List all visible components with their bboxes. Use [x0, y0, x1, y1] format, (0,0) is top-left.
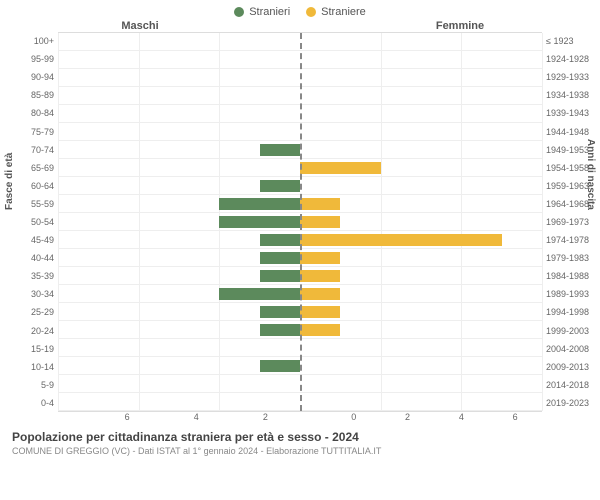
age-label: 50-54: [8, 213, 54, 231]
x-tick: 6: [93, 412, 162, 422]
age-label: 10-14: [8, 358, 54, 376]
x-axis-left: 246: [58, 412, 300, 422]
bar-female: [300, 162, 381, 175]
bar-female: [300, 198, 340, 211]
age-label: 85-89: [8, 86, 54, 104]
chart-title: Popolazione per cittadinanza straniera p…: [12, 430, 588, 444]
age-label: 35-39: [8, 267, 54, 285]
legend-label-female: Straniere: [321, 6, 366, 18]
legend-item-female: Straniere: [306, 6, 366, 18]
birth-label: 2004-2008: [546, 340, 592, 358]
bar-male: [260, 360, 300, 373]
bar-female: [300, 306, 340, 319]
y-labels-age: 100+95-9990-9485-8980-8475-7970-7465-696…: [8, 32, 58, 412]
bar-male: [260, 270, 300, 283]
bar-female: [300, 234, 502, 247]
age-label: 5-9: [8, 376, 54, 394]
y-axis-title-right: Anni di nascita: [585, 139, 596, 210]
x-tick: 2: [231, 412, 300, 422]
birth-label: 1929-1933: [546, 68, 592, 86]
age-label: 75-79: [8, 122, 54, 140]
x-tick: 0: [327, 412, 381, 422]
age-label: 40-44: [8, 249, 54, 267]
birth-label: 2009-2013: [546, 358, 592, 376]
birth-label: 1979-1983: [546, 249, 592, 267]
bar-female: [300, 288, 340, 301]
x-tick: 6: [488, 412, 542, 422]
x-axis: 246 0246: [0, 412, 600, 422]
legend-item-male: Stranieri: [234, 6, 290, 18]
birth-label: ≤ 1923: [546, 32, 592, 50]
age-label: 25-29: [8, 303, 54, 321]
birth-label: 1944-1948: [546, 122, 592, 140]
header-female: Femmine: [300, 20, 600, 32]
legend-swatch-male: [234, 7, 244, 17]
center-divider: [300, 33, 302, 411]
birth-label: 1994-1998: [546, 303, 592, 321]
birth-label: 1924-1928: [546, 50, 592, 68]
chart-subtitle: COMUNE DI GREGGIO (VC) - Dati ISTAT al 1…: [12, 446, 588, 456]
age-label: 20-24: [8, 322, 54, 340]
x-tick: 4: [162, 412, 231, 422]
birth-label: 1939-1943: [546, 104, 592, 122]
birth-label: 2014-2018: [546, 376, 592, 394]
x-tick: 2: [381, 412, 435, 422]
header-male: Maschi: [0, 20, 300, 32]
bar-male: [219, 198, 300, 211]
column-headers: Maschi Femmine: [0, 20, 600, 32]
chart-footer: Popolazione per cittadinanza straniera p…: [0, 422, 600, 456]
age-label: 95-99: [8, 50, 54, 68]
bar-male: [260, 144, 300, 157]
bar-female: [300, 324, 340, 337]
birth-label: 2019-2023: [546, 394, 592, 412]
x-tick: 4: [434, 412, 488, 422]
chart-area: 100+95-9990-9485-8980-8475-7970-7465-696…: [0, 32, 600, 412]
legend: Stranieri Straniere: [0, 0, 600, 20]
age-label: 0-4: [8, 394, 54, 412]
bar-male: [260, 324, 300, 337]
y-labels-birth: ≤ 19231924-19281929-19331934-19381939-19…: [542, 32, 592, 412]
x-axis-right: 0246: [300, 412, 542, 422]
legend-label-male: Stranieri: [249, 6, 290, 18]
y-axis-title-left: Fasce di età: [4, 153, 15, 210]
bar-female: [300, 216, 340, 229]
age-label: 45-49: [8, 231, 54, 249]
age-label: 100+: [8, 32, 54, 50]
bar-male: [219, 216, 300, 229]
age-label: 15-19: [8, 340, 54, 358]
plot-area: [58, 32, 542, 412]
bar-female: [300, 270, 340, 283]
birth-label: 1969-1973: [546, 213, 592, 231]
bar-male: [260, 234, 300, 247]
bar-male: [260, 306, 300, 319]
birth-label: 1989-1993: [546, 285, 592, 303]
bar-male: [260, 180, 300, 193]
birth-label: 1984-1988: [546, 267, 592, 285]
birth-label: 1934-1938: [546, 86, 592, 104]
age-label: 90-94: [8, 68, 54, 86]
bar-male: [219, 288, 300, 301]
legend-swatch-female: [306, 7, 316, 17]
age-label: 30-34: [8, 285, 54, 303]
birth-label: 1974-1978: [546, 231, 592, 249]
bar-male: [260, 252, 300, 265]
bar-female: [300, 252, 340, 265]
age-label: 80-84: [8, 104, 54, 122]
birth-label: 1999-2003: [546, 322, 592, 340]
